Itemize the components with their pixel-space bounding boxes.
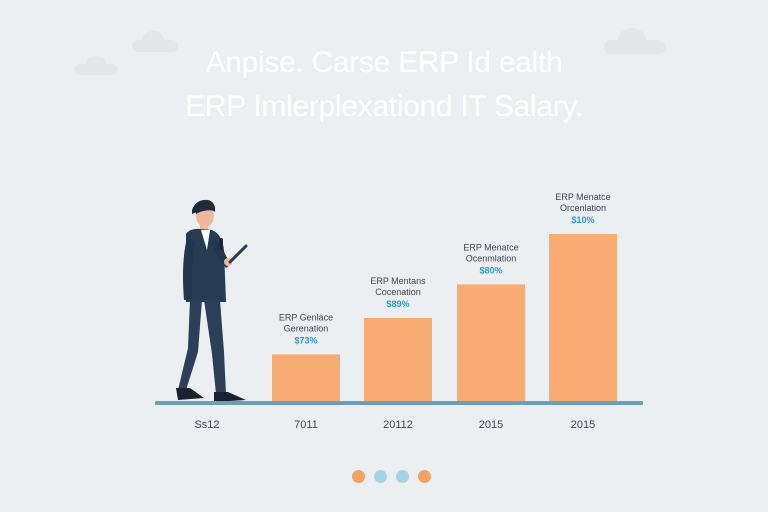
x-axis-line [155, 401, 643, 405]
x-tick-label: 2015 [479, 419, 503, 431]
x-tick-label: 20112 [383, 419, 413, 431]
x-tick-label: 2015 [571, 419, 595, 431]
bar-value-label: $73% [294, 335, 317, 345]
bar-2 [272, 354, 340, 402]
chart-title-line-1: Anpise. Carse ERP Id ealth [205, 46, 563, 79]
bar-value-label: $10% [571, 215, 594, 225]
bar-annotation-line2: Cocenation [375, 287, 421, 297]
cloud-decoration [132, 31, 178, 52]
bar-3 [364, 318, 432, 402]
bar-annotation-line1: ERP Menatce [463, 242, 518, 252]
pagination-dot[interactable] [352, 470, 365, 483]
bar-annotation-line1: ERP Mentans [370, 276, 426, 286]
chart-title-line-2: ERP Imlerplexationd IT Salary. [185, 90, 583, 123]
bar-4 [457, 284, 525, 402]
pagination-dot[interactable] [374, 470, 387, 483]
bar-annotation-line2: Orcenlation [560, 203, 606, 213]
bar-annotation-line2: Gerenation [284, 323, 329, 333]
bar-annotation-line2: Ocenmlation [466, 253, 517, 263]
bar-annotation-line1: ERP Menatce [555, 192, 610, 202]
x-tick-label: 7011 [294, 419, 318, 431]
pagination-dot[interactable] [418, 470, 431, 483]
pagination-dots [352, 470, 431, 483]
businessman-icon [176, 199, 248, 402]
cloud-decoration [74, 56, 118, 75]
bar-annotation-line1: ERP Genlace [279, 312, 333, 322]
bar-value-label: $80% [479, 265, 502, 275]
x-tick-label: Ss12 [194, 419, 219, 431]
pagination-dot[interactable] [396, 470, 409, 483]
bar-value-label: $89% [386, 299, 409, 309]
bar-5 [549, 234, 617, 402]
cloud-decoration [604, 28, 666, 54]
